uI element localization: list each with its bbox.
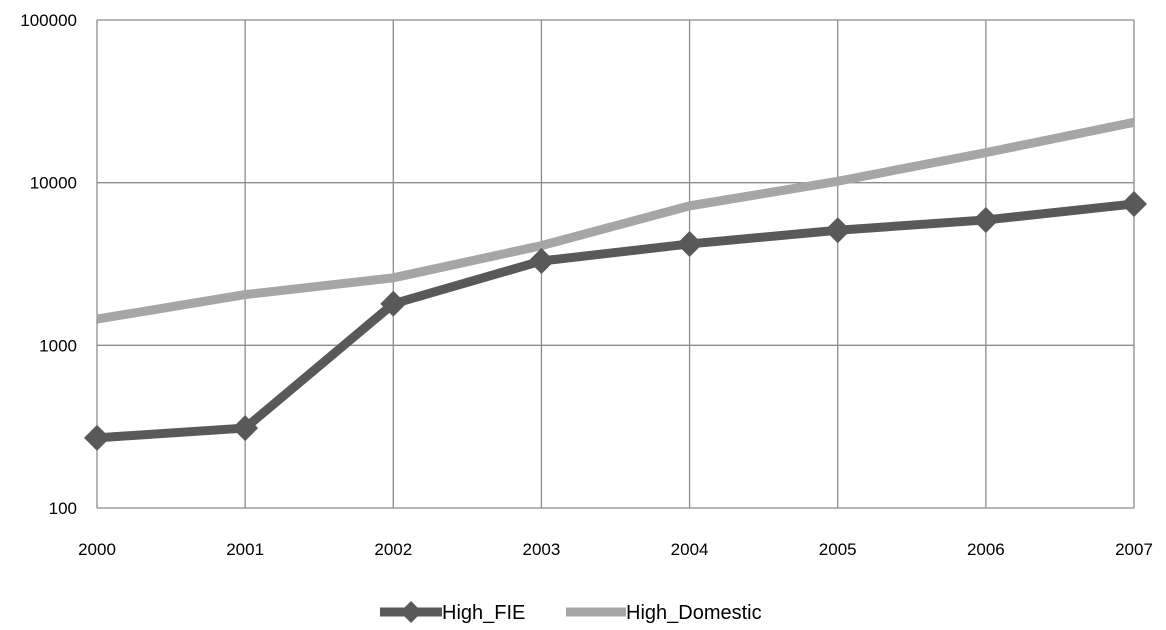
y-tick-label: 100000 [20, 11, 77, 30]
x-tick-label: 2003 [523, 540, 561, 559]
legend-label: High_FIE [442, 602, 525, 624]
x-tick-label: 2004 [671, 540, 709, 559]
plot-grid [96, 19, 1135, 509]
series-lines [84, 117, 1147, 451]
data-point-marker [972, 206, 999, 233]
data-point-marker [1121, 190, 1147, 217]
data-point-marker [232, 415, 259, 442]
data-point-marker [380, 290, 407, 317]
y-tick-label: 100 [49, 499, 77, 518]
data-point-marker [84, 424, 110, 451]
legend-label: High_Domestic [626, 602, 762, 624]
x-tick-label: 2007 [1115, 540, 1153, 559]
x-tick-label: 2001 [226, 540, 264, 559]
series-line-high-fie [96, 199, 1135, 443]
legend: High_FIE High_Domestic [380, 601, 762, 624]
data-point-marker [528, 247, 555, 274]
y-tick-label: 1000 [39, 336, 77, 355]
x-axis-ticks: 2000 2001 2002 2003 2004 2005 2006 2007 [78, 540, 1153, 559]
series-line-high-domestic [96, 117, 1135, 324]
legend-marker [400, 601, 422, 623]
data-point-marker [824, 217, 851, 244]
x-tick-label: 2002 [374, 540, 412, 559]
data-point-marker [676, 230, 703, 257]
x-tick-label: 2000 [78, 540, 116, 559]
x-tick-label: 2005 [819, 540, 857, 559]
y-axis-ticks: 100 1000 10000 100000 [20, 11, 77, 518]
y-tick-label: 10000 [30, 174, 77, 193]
x-tick-label: 2006 [967, 540, 1005, 559]
